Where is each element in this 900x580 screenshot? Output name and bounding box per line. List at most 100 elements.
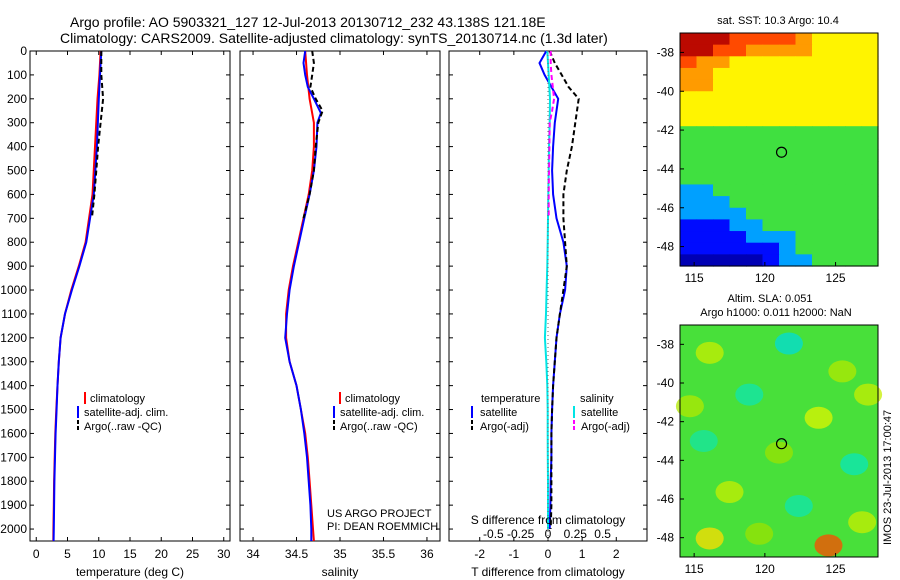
sst-cell: [713, 33, 731, 46]
sst-cell: [680, 44, 698, 57]
sla-anomaly: [735, 383, 764, 406]
map-frame: [679, 32, 879, 267]
sst-cell: [713, 114, 731, 127]
sst-cell: [729, 196, 747, 209]
sst-cell: [845, 126, 863, 139]
sla-anomaly: [774, 332, 803, 355]
sst-cell: [680, 126, 698, 139]
legend-label-t-satellite: satellite: [480, 407, 517, 419]
sst-cell: [812, 67, 830, 81]
difference-top-axis-label: S difference from climatology: [471, 513, 626, 527]
sst-cell: [746, 254, 764, 267]
top-tick-label: 0.5: [594, 527, 611, 541]
sst-cell: [762, 33, 780, 46]
sst-cell: [795, 67, 813, 81]
depth-tick-label: 400: [7, 140, 27, 154]
sst-cell: [828, 114, 846, 127]
sst-cell: [812, 231, 830, 244]
sst-cell: [779, 56, 797, 69]
sst-cell: [729, 44, 747, 57]
sst-cell: [680, 102, 698, 116]
sst-cell: [795, 56, 813, 69]
temperature-plot: 0 5 10 15 20 25 30: [33, 50, 231, 561]
sst-cell: [861, 149, 879, 162]
sst-cell: [680, 161, 698, 174]
sla-anomaly: [695, 341, 724, 364]
sst-cell: [713, 102, 731, 116]
sla-anomaly: [840, 453, 869, 476]
sst-cell: [861, 67, 879, 81]
sst-cell: [828, 219, 846, 232]
sst-cell: [845, 149, 863, 162]
sst-cell: [746, 33, 764, 46]
difference-xlabel: T difference from climatology: [471, 565, 625, 579]
sst-cell: [729, 114, 747, 127]
sst-cell: [762, 172, 780, 186]
sst-cell: [713, 44, 731, 57]
sst-cell: [828, 56, 846, 69]
series-line-satellite-adj-clim-: [52, 50, 103, 542]
sst-cell: [795, 91, 813, 104]
sst-cell: [861, 91, 879, 104]
sst-cell: [861, 172, 879, 186]
sst-cell: [779, 149, 797, 162]
depth-tick-label: 900: [7, 259, 27, 273]
legend-label-s-argo: Argo(-adj): [581, 421, 630, 433]
sst-cell: [795, 114, 813, 127]
sst-cell: [746, 114, 764, 127]
sst-cell: [746, 137, 764, 151]
sst-cell: [861, 79, 879, 92]
sst-cell: [828, 254, 846, 267]
sst-cell: [680, 91, 698, 104]
sst-cell: [812, 242, 830, 255]
sst-cell: [795, 184, 813, 197]
sla-map-title-line2: Argo h1000: 0.011 h2000: NaN: [700, 307, 852, 319]
sst-cell: [696, 172, 714, 186]
sst-cell: [795, 126, 813, 139]
top-tick-label: -0.5: [483, 527, 504, 541]
lat-tick-label: -38: [657, 337, 675, 351]
series-line-satellite-adj-clim-: [284, 50, 322, 541]
depth-tick-label: 0: [20, 44, 27, 58]
depth-tick-label: 1100: [1, 307, 27, 321]
sst-cell: [779, 102, 797, 116]
sla-anomaly: [784, 494, 813, 517]
sst-cell: [795, 219, 813, 232]
sst-cell: [845, 254, 863, 267]
depth-tick-label: 1700: [0, 450, 27, 464]
sst-cell: [746, 102, 764, 116]
sst-cell: [861, 56, 879, 69]
sst-cell: [729, 231, 747, 244]
depth-tick-label: 1200: [0, 331, 27, 345]
sst-cell: [713, 231, 731, 244]
sst-cell: [795, 102, 813, 116]
x-tick-label: 25: [186, 547, 200, 561]
sst-cell: [795, 231, 813, 244]
x-tick-label: -2: [474, 547, 485, 561]
difference-legend: temperature salinity satellite Argo(-adj…: [471, 393, 630, 433]
sst-cell: [845, 137, 863, 151]
sst-cell: [812, 79, 830, 92]
sst-cell: [729, 242, 747, 255]
sst-cell: [812, 33, 830, 46]
sst-cell: [795, 242, 813, 255]
sst-cell: [680, 172, 698, 186]
sst-cell: [828, 137, 846, 151]
sst-cell: [845, 91, 863, 104]
depth-tick-label: 2000: [0, 522, 27, 536]
sst-cell: [861, 33, 879, 46]
lon-tick-label: 120: [755, 271, 775, 285]
lon-tick-label: 115: [685, 271, 704, 285]
sst-cell: [762, 184, 780, 197]
x-tick-label: -1: [509, 547, 520, 561]
depth-tick-label: 1600: [0, 426, 27, 440]
sst-cell: [729, 33, 747, 46]
x-tick-label: 1: [579, 547, 586, 561]
sst-cell: [762, 196, 780, 209]
sst-cell: [696, 149, 714, 162]
sst-cell: [746, 44, 764, 57]
sst-cell: [696, 102, 714, 116]
x-tick-label: 34.5: [285, 547, 309, 561]
x-tick-label: 20: [155, 547, 169, 561]
sst-cell: [779, 79, 797, 92]
